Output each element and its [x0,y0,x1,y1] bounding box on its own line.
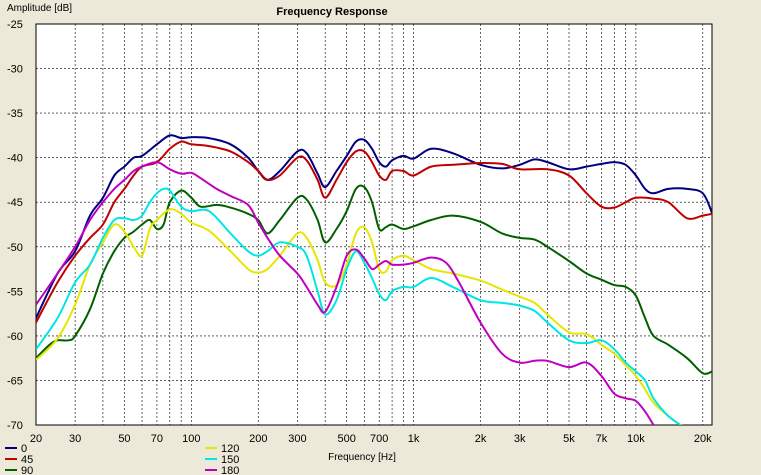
y-tick-label: -25 [7,19,23,31]
y-tick-label: -60 [7,331,23,343]
x-tick-label: 30 [69,433,81,445]
x-tick-label: 50 [118,433,130,445]
x-tick-label: 20k [694,433,712,445]
x-tick-label: 7k [596,433,608,445]
x-tick-label: 100 [182,433,200,445]
x-tick-label: 20 [30,433,42,445]
y-tick-label: -65 [7,375,23,387]
x-tick-label: 10k [627,433,645,445]
legend-label-150: 150 [221,454,239,466]
x-axis-label: Frequency [Hz] [328,452,396,463]
x-tick-label: 5k [563,433,575,445]
x-tick-label: 200 [249,433,267,445]
x-tick-label: 1k [408,433,420,445]
series-line-0 [36,134,712,319]
series-line-90 [36,184,712,375]
y-tick-label: -45 [7,197,23,209]
x-tick-labels: 20 30 50 70 100 200 300 500 700 1k 2k 3k 5k 7k 10k 20k [30,433,712,445]
x-tick-label: 300 [288,433,306,445]
y-tick-label: -70 [7,420,23,432]
grid-lines [36,24,712,425]
x-tick-label: 3k [514,433,526,445]
y-tick-label: -30 [7,64,23,76]
x-tick-label: 700 [370,433,388,445]
y-tick-label: -50 [7,242,23,254]
x-tick-label: 2k [475,433,487,445]
plot-area [35,23,713,426]
y-tick-labels: -25 -30 -35 -40 -45 -50 -55 -60 -65 -70 [7,19,23,432]
chart-title: Frequency Response [276,6,387,18]
y-tick-label: -40 [7,153,23,165]
y-tick-label: -35 [7,108,23,120]
series-line-180 [36,161,655,425]
legend-label-0: 0 [21,443,27,455]
legend-label-90: 90 [21,465,33,475]
series-line-120 [36,208,683,425]
legend-label-180: 180 [221,465,239,475]
legend-label-45: 45 [21,454,33,466]
legend-label-120: 120 [221,443,239,455]
y-tick-label: -55 [7,286,23,298]
x-tick-label: 500 [338,433,356,445]
x-tick-label: 70 [151,433,163,445]
series-lines [36,134,712,425]
series-line-150 [36,187,683,425]
y-axis-label: Amplitude [dB] [7,3,72,14]
